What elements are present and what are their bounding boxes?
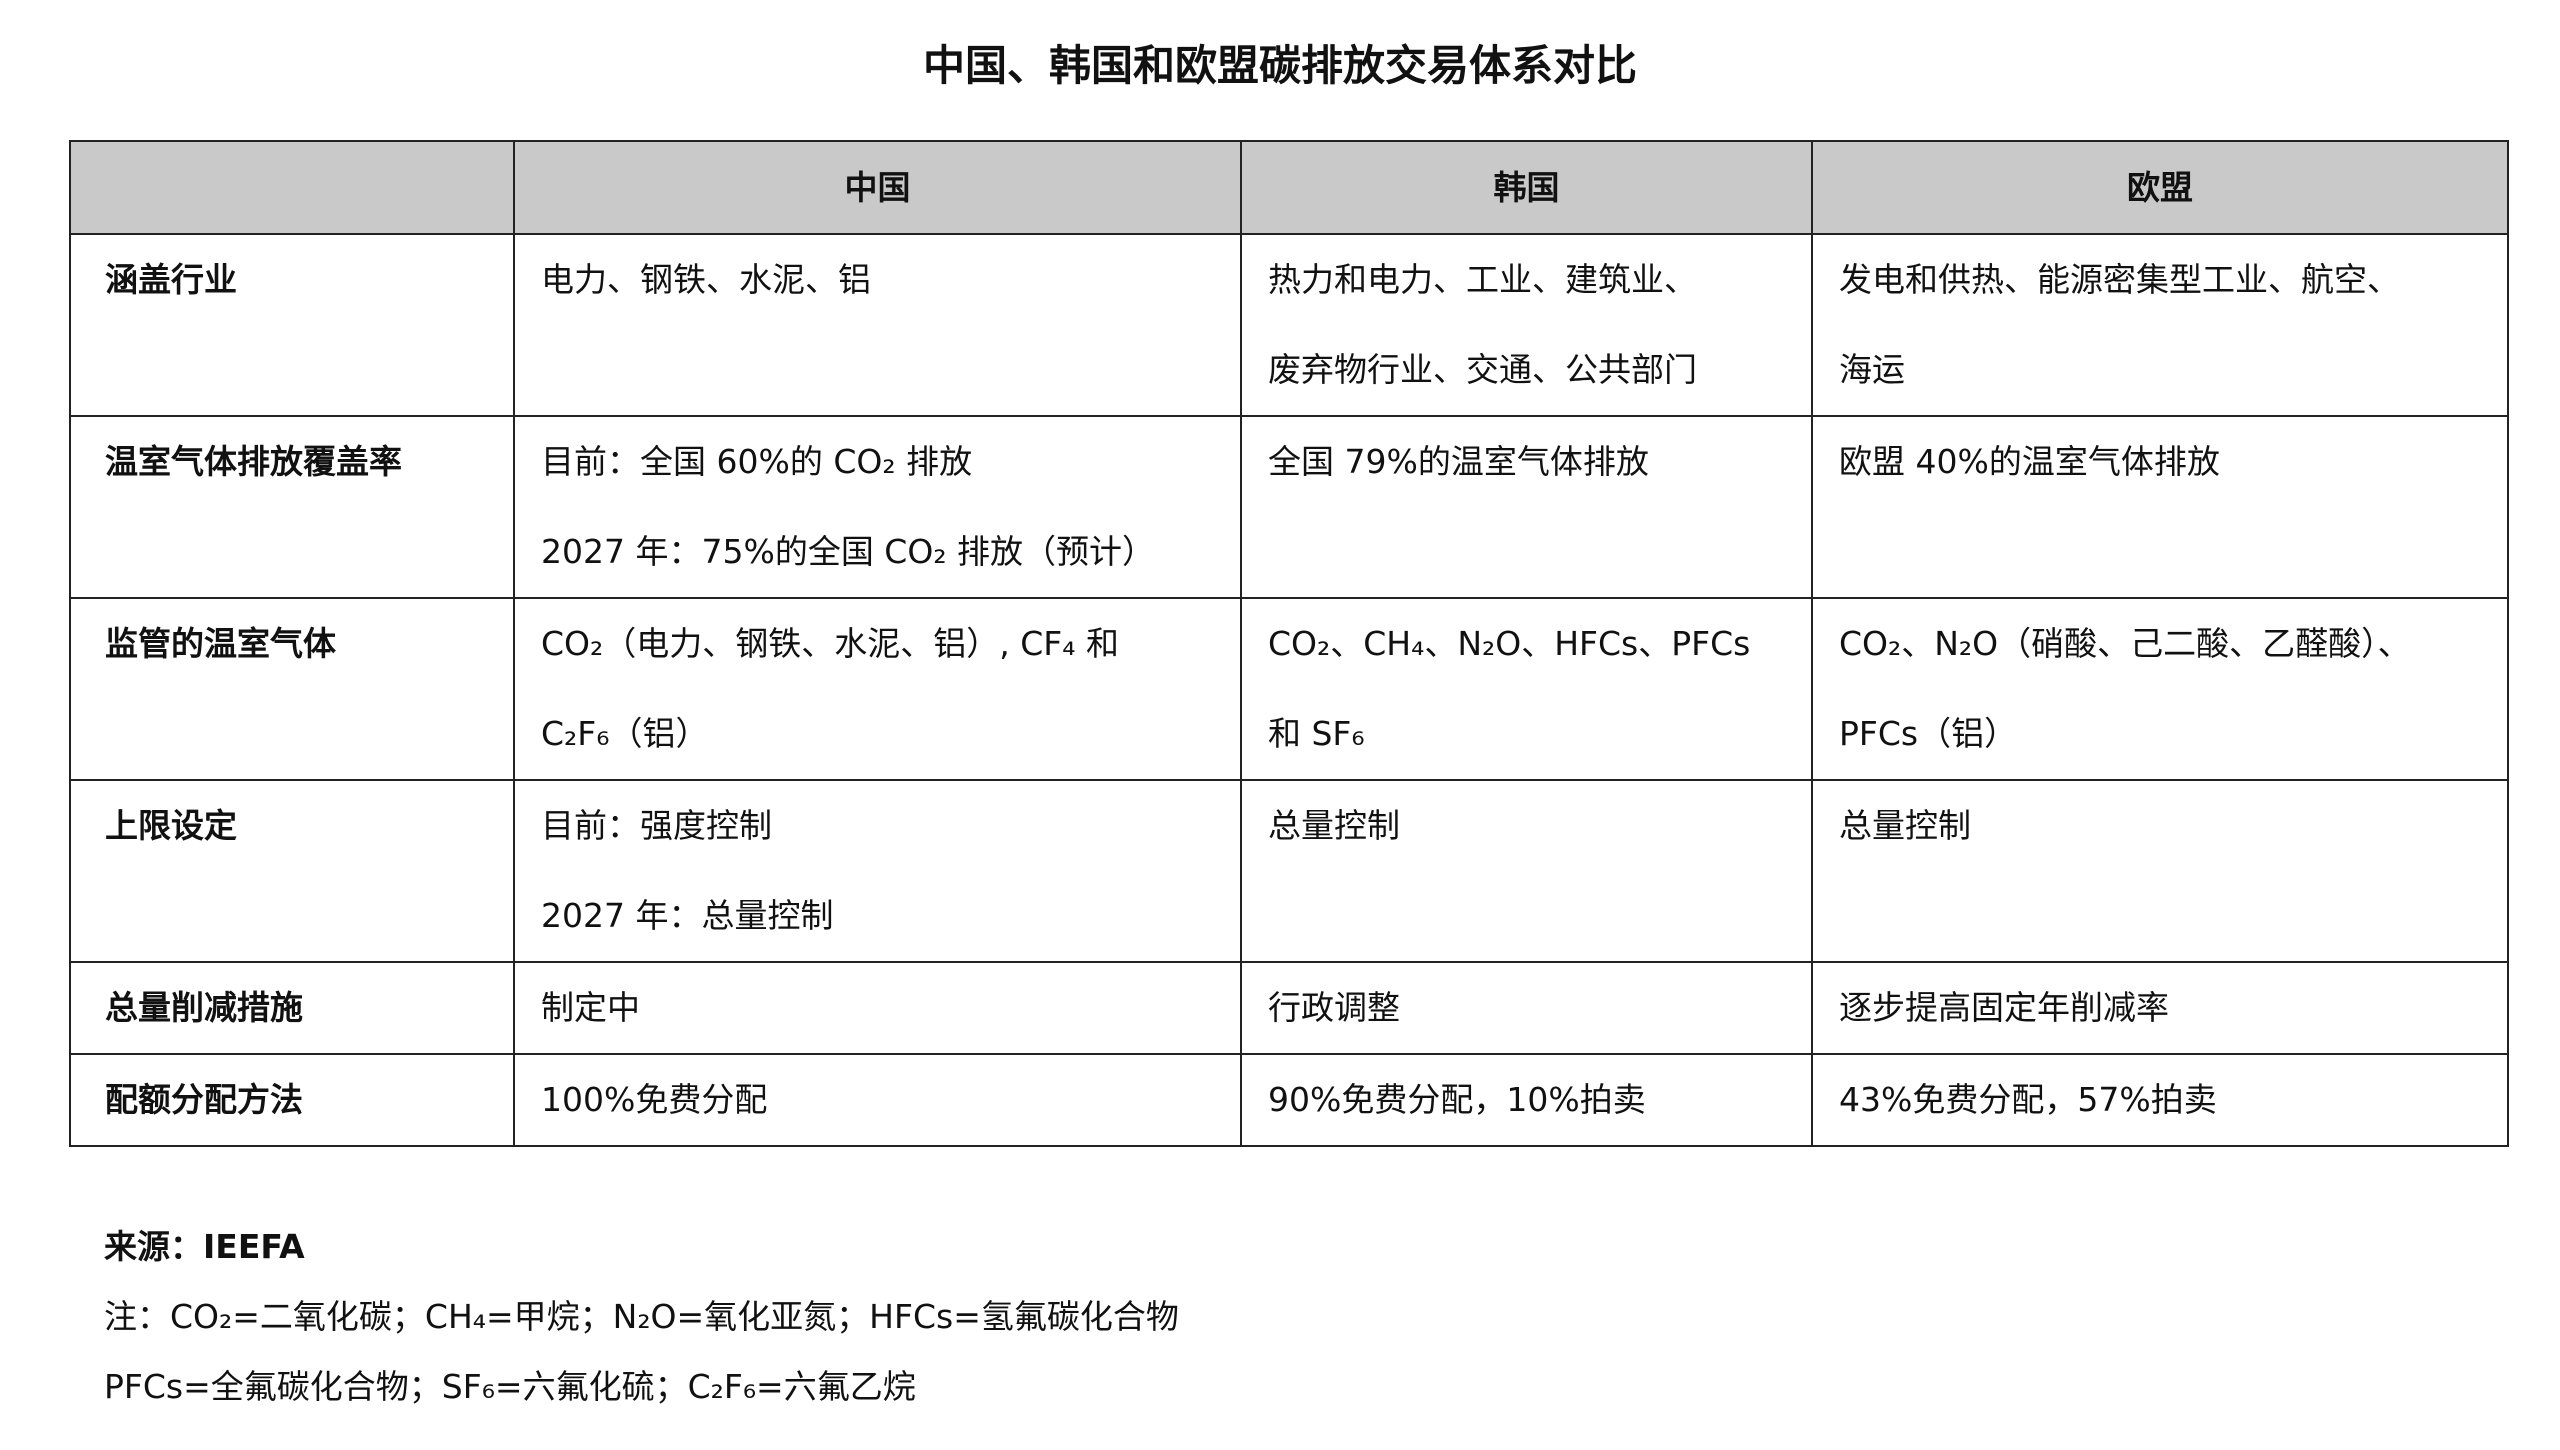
cell-eu: 43%免费分配，57%拍卖 bbox=[1811, 1053, 2509, 1147]
row-label: 监管的温室气体 bbox=[69, 597, 515, 781]
cell-korea: 行政调整 bbox=[1240, 961, 1813, 1055]
cell-line: 发电和供热、能源密集型工业、航空、 bbox=[1839, 260, 2400, 299]
comparison-table: 中国 韩国 欧盟 涵盖行业 电力、钢铁、水泥、铝 热力和电力、工业、建筑业、 废弃物行… bbox=[69, 140, 2509, 1147]
cell-line: 90%免费分配，10%拍卖 bbox=[1268, 1080, 1646, 1119]
abbreviation-note-1: 注：CO₂=二氧化碳；CH₄=甲烷；N₂O=氧化亚氮；HFCs=氢氟碳化合物 bbox=[104, 1297, 1179, 1336]
cell-line: 总量控制 bbox=[1839, 806, 1971, 845]
table-row: 温室气体排放覆盖率 目前：全国 60%的 CO₂ 排放 2027 年：75%的全国 … bbox=[69, 415, 2509, 599]
cell-line: PFCs（铝） bbox=[1839, 714, 2018, 753]
cell-korea: 全国 79%的温室气体排放 bbox=[1240, 415, 1813, 599]
cell-line: 欧盟 40%的温室气体排放 bbox=[1839, 442, 2220, 481]
table-row: 监管的温室气体 CO₂（电力、钢铁、水泥、铝）, CF₄ 和 C₂F₆（铝） CO₂、… bbox=[69, 597, 2509, 781]
cell-line: 全国 79%的温室气体排放 bbox=[1268, 442, 1649, 481]
cell-china: 电力、钢铁、水泥、铝 bbox=[513, 233, 1242, 417]
cell-line: 废弃物行业、交通、公共部门 bbox=[1268, 350, 1697, 389]
header-eu: 欧盟 bbox=[1811, 140, 2509, 235]
cell-china: CO₂（电力、钢铁、水泥、铝）, CF₄ 和 C₂F₆（铝） bbox=[513, 597, 1242, 781]
cell-line: 43%免费分配，57%拍卖 bbox=[1839, 1080, 2217, 1119]
row-label: 温室气体排放覆盖率 bbox=[69, 415, 515, 599]
cell-line: 2027 年：总量控制 bbox=[541, 896, 834, 935]
cell-line: 目前：全国 60%的 CO₂ 排放 bbox=[541, 442, 973, 481]
table-row: 涵盖行业 电力、钢铁、水泥、铝 热力和电力、工业、建筑业、 废弃物行业、交通、公共部门… bbox=[69, 233, 2509, 417]
cell-line: 和 SF₆ bbox=[1268, 714, 1365, 753]
row-label: 上限设定 bbox=[69, 779, 515, 963]
cell-line: CO₂（电力、钢铁、水泥、铝）, CF₄ 和 bbox=[541, 624, 1119, 663]
header-korea: 韩国 bbox=[1240, 140, 1813, 235]
cell-china: 目前：强度控制 2027 年：总量控制 bbox=[513, 779, 1242, 963]
cell-line: 制定中 bbox=[541, 988, 640, 1027]
cell-line: 2027 年：75%的全国 CO₂ 排放（预计） bbox=[541, 532, 1156, 571]
cell-eu: 总量控制 bbox=[1811, 779, 2509, 963]
cell-line: 行政调整 bbox=[1268, 988, 1400, 1027]
cell-china: 100%免费分配 bbox=[513, 1053, 1242, 1147]
cell-eu: 逐步提高固定年削减率 bbox=[1811, 961, 2509, 1055]
source-note: 来源：IEEFA bbox=[104, 1227, 305, 1266]
cell-line: CO₂、CH₄、N₂O、HFCs、PFCs bbox=[1268, 624, 1751, 663]
cell-line: 100%免费分配 bbox=[541, 1080, 768, 1119]
cell-korea: CO₂、CH₄、N₂O、HFCs、PFCs 和 SF₆ bbox=[1240, 597, 1813, 781]
table-row: 上限设定 目前：强度控制 2027 年：总量控制 总量控制 总量控制 bbox=[69, 779, 2509, 963]
cell-eu: 欧盟 40%的温室气体排放 bbox=[1811, 415, 2509, 599]
cell-korea: 热力和电力、工业、建筑业、 废弃物行业、交通、公共部门 bbox=[1240, 233, 1813, 417]
footnotes: 来源：IEEFA 注：CO₂=二氧化碳；CH₄=甲烷；N₂O=氧化亚氮；HFCs… bbox=[104, 1212, 1179, 1422]
cell-line: 电力、钢铁、水泥、铝 bbox=[541, 260, 871, 299]
cell-china: 制定中 bbox=[513, 961, 1242, 1055]
row-label: 配额分配方法 bbox=[69, 1053, 515, 1147]
row-label: 总量削减措施 bbox=[69, 961, 515, 1055]
cell-china: 目前：全国 60%的 CO₂ 排放 2027 年：75%的全国 CO₂ 排放（预计… bbox=[513, 415, 1242, 599]
header-empty bbox=[69, 140, 515, 235]
row-label: 涵盖行业 bbox=[69, 233, 515, 417]
header-row: 中国 韩国 欧盟 bbox=[69, 140, 2509, 235]
abbreviation-note-2: PFCs=全氟碳化合物；SF₆=六氟化硫；C₂F₆=六氟乙烷 bbox=[104, 1367, 916, 1406]
cell-korea: 90%免费分配，10%拍卖 bbox=[1240, 1053, 1813, 1147]
cell-line: CO₂、N₂O（硝酸、己二酸、乙醛酸）、 bbox=[1839, 624, 2411, 663]
table-row: 配额分配方法 100%免费分配 90%免费分配，10%拍卖 43%免费分配，57%拍卖 bbox=[69, 1053, 2509, 1147]
header-china: 中国 bbox=[513, 140, 1242, 235]
cell-eu: 发电和供热、能源密集型工业、航空、 海运 bbox=[1811, 233, 2509, 417]
cell-korea: 总量控制 bbox=[1240, 779, 1813, 963]
cell-line: 目前：强度控制 bbox=[541, 806, 772, 845]
cell-line: 逐步提高固定年削减率 bbox=[1839, 988, 2169, 1027]
cell-line: C₂F₆（铝） bbox=[541, 714, 709, 753]
cell-line: 海运 bbox=[1839, 350, 1905, 389]
page-title: 中国、韩国和欧盟碳排放交易体系对比 bbox=[922, 41, 1637, 90]
table-row: 总量削减措施 制定中 行政调整 逐步提高固定年削减率 bbox=[69, 961, 2509, 1055]
cell-line: 总量控制 bbox=[1268, 806, 1400, 845]
cell-line: 热力和电力、工业、建筑业、 bbox=[1268, 260, 1697, 299]
cell-eu: CO₂、N₂O（硝酸、己二酸、乙醛酸）、 PFCs（铝） bbox=[1811, 597, 2509, 781]
